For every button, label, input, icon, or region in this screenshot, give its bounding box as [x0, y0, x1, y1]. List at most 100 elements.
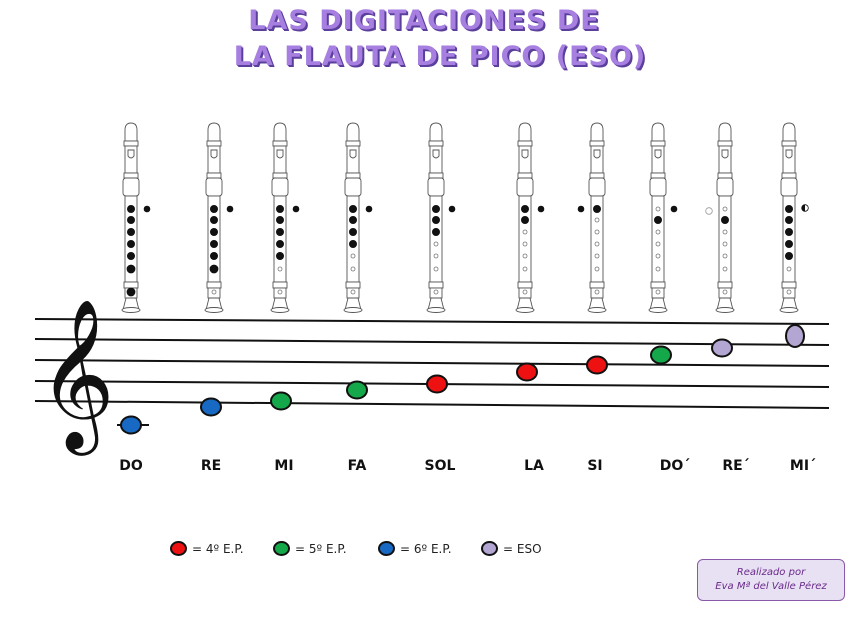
open-hole-icon — [350, 289, 356, 295]
closed-hole-icon — [126, 264, 136, 274]
note-head-5ep — [270, 391, 292, 411]
open-hole-icon — [522, 266, 528, 272]
thumb-closed-icon — [670, 205, 678, 213]
thumb-closed-icon — [537, 205, 545, 213]
legend-item-4ep: = 4º E.P. — [170, 541, 244, 556]
note-head-5ep — [650, 345, 672, 365]
open-hole-icon — [277, 289, 283, 295]
page-title-line-1: LAS DIGITACIONES DE — [248, 5, 600, 36]
closed-hole-icon — [654, 215, 663, 224]
closed-hole-icon — [209, 204, 218, 213]
open-hole-icon — [522, 253, 528, 259]
open-hole-icon — [722, 229, 728, 235]
open-hole-icon — [722, 206, 728, 212]
open-hole-icon — [655, 229, 661, 235]
open-hole-icon — [522, 289, 528, 295]
closed-hole-icon — [348, 227, 357, 236]
open-hole-icon — [522, 241, 528, 247]
open-hole-icon — [594, 253, 600, 259]
closed-hole-icon — [275, 215, 284, 224]
open-hole-icon — [594, 266, 600, 272]
recorder-icon — [779, 122, 809, 313]
closed-hole-icon — [785, 239, 794, 248]
closed-hole-icon — [127, 251, 136, 260]
open-hole-icon — [594, 241, 600, 247]
closed-hole-icon — [785, 251, 794, 260]
closed-hole-icon — [275, 251, 284, 260]
thumb-closed-icon — [365, 205, 373, 213]
legend-label: = 4º E.P. — [192, 541, 244, 556]
legend-item-eso: = ESO — [481, 541, 542, 556]
open-hole-icon — [433, 253, 439, 259]
open-hole-icon — [655, 266, 661, 272]
lavender-dot-icon — [481, 541, 498, 556]
closed-hole-icon — [521, 215, 530, 224]
open-hole-icon — [522, 229, 528, 235]
thumb-closed-icon — [448, 205, 456, 213]
note-label: SOL — [424, 458, 456, 474]
thumb-open-icon — [705, 207, 713, 215]
note-head-6ep — [200, 397, 222, 417]
treble-clef-icon: 𝄞 — [38, 297, 115, 456]
open-hole-icon — [655, 253, 661, 259]
note-label: RE — [200, 458, 222, 474]
credit-box: Realizado por Eva Mª del Valle Pérez — [697, 559, 845, 601]
recorder-icon — [577, 122, 607, 313]
note-head-eso — [785, 324, 805, 348]
open-hole-icon — [433, 266, 439, 272]
recorder-icon — [121, 122, 151, 313]
closed-hole-icon — [275, 204, 284, 213]
open-hole-icon — [655, 206, 661, 212]
recorder-icon — [426, 122, 456, 313]
note-label: DO — [119, 458, 143, 474]
thumb-closed-icon — [143, 205, 151, 213]
closed-hole-icon — [785, 215, 794, 224]
open-hole-icon — [722, 266, 728, 272]
closed-hole-icon — [209, 215, 218, 224]
closed-hole-icon — [785, 227, 794, 236]
red-dot-icon — [170, 541, 187, 556]
closed-hole-icon — [127, 204, 136, 213]
open-hole-icon — [655, 241, 661, 247]
note-label: LA — [524, 458, 544, 474]
closed-hole-icon — [126, 287, 136, 297]
note-head-4ep — [586, 355, 608, 375]
svg-text:𝄞: 𝄞 — [38, 297, 115, 456]
thumb-closed-icon — [226, 205, 234, 213]
open-hole-icon — [594, 217, 600, 223]
thumb-closed-icon — [577, 205, 585, 213]
closed-hole-icon — [209, 239, 218, 248]
open-hole-icon — [594, 229, 600, 235]
open-hole-icon — [350, 253, 356, 259]
closed-hole-icon — [431, 215, 440, 224]
note-head-4ep — [516, 362, 538, 382]
closed-hole-icon — [209, 264, 219, 274]
note-head-4ep — [426, 374, 448, 394]
closed-hole-icon — [275, 227, 284, 236]
legend-label: = 5º E.P. — [295, 541, 347, 556]
closed-hole-icon — [521, 204, 530, 213]
note-head-6ep — [120, 415, 142, 435]
closed-hole-icon — [431, 204, 440, 213]
open-hole-icon — [350, 266, 356, 272]
closed-hole-icon — [209, 251, 218, 260]
credit-line-1: Realizado por — [736, 567, 806, 578]
closed-hole-icon — [209, 227, 218, 236]
closed-hole-icon — [593, 204, 602, 213]
legend-item-6ep: = 6º E.P. — [378, 541, 452, 556]
page-title-line-2: LA FLAUTA DE PICO (ESO) — [233, 41, 647, 72]
closed-hole-icon — [348, 204, 357, 213]
recorder-diagrams — [121, 122, 809, 313]
recorder-icon — [705, 122, 735, 313]
closed-hole-icon — [127, 227, 136, 236]
open-hole-icon — [211, 289, 217, 295]
open-hole-icon — [722, 241, 728, 247]
closed-hole-icon — [127, 215, 136, 224]
credit-line-2: Eva Mª del Valle Pérez — [715, 581, 827, 592]
open-hole-icon — [722, 289, 728, 295]
closed-hole-icon — [785, 204, 794, 213]
closed-hole-icon — [721, 215, 730, 224]
open-hole-icon — [594, 289, 600, 295]
music-staff — [34, 318, 830, 409]
open-hole-icon — [786, 289, 792, 295]
